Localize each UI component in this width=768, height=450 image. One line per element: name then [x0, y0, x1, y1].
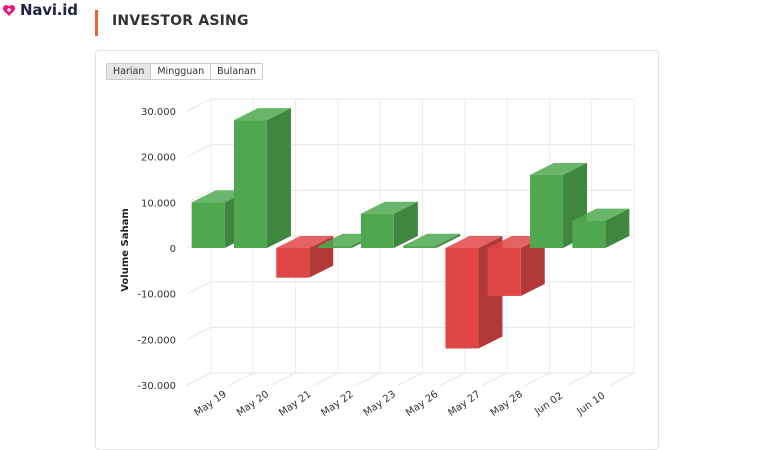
- y-tick-label: 30.000: [141, 107, 176, 118]
- x-tick-label: May 19: [193, 389, 229, 419]
- bar-front: [191, 202, 225, 248]
- grid-floor-line: [482, 372, 508, 386]
- bar-may-20: [233, 108, 291, 248]
- tab-mingguan[interactable]: Mingguan: [151, 64, 212, 79]
- title-accent-bar: [95, 10, 98, 36]
- brand-name: Navi.id: [20, 1, 78, 19]
- x-tick-label: Jun 10: [575, 390, 608, 418]
- x-tick-label: May 27: [446, 389, 482, 419]
- grid-floor-line: [186, 372, 212, 386]
- bar-side: [393, 201, 418, 248]
- grid-floor-line: [525, 372, 550, 386]
- bar-top: [530, 162, 588, 175]
- grid-floor-line: [567, 372, 592, 386]
- bar-top: [572, 208, 630, 221]
- grid-floor-line: [186, 281, 212, 295]
- bar-side: [605, 208, 630, 248]
- tab-bulanan[interactable]: Bulanan: [211, 64, 263, 79]
- period-tabs: Harian Mingguan Bulanan: [106, 63, 264, 80]
- bar-top: [403, 233, 461, 246]
- grid-floor-line: [313, 372, 339, 386]
- bar-top: [276, 236, 334, 248]
- bar-side: [520, 236, 545, 296]
- grid-floor-line: [186, 326, 212, 340]
- bar-may-21: [276, 236, 334, 278]
- bar-front: [445, 248, 479, 349]
- x-tick-label: May 28: [489, 389, 525, 419]
- grid-floor-line: [271, 372, 296, 386]
- bar-front: [572, 220, 606, 248]
- y-tick-label: 10.000: [141, 198, 176, 209]
- y-axis-label: Volume Saham: [120, 208, 131, 292]
- bar-front: [360, 213, 394, 248]
- y-tick-label: -20.000: [137, 335, 176, 346]
- chart-bars: [191, 108, 630, 349]
- brand-logo[interactable]: Navi.id: [2, 1, 78, 19]
- bar-front: [403, 245, 437, 248]
- y-tick-label: 0: [170, 244, 176, 255]
- grid-floor-line: [186, 98, 212, 112]
- bar-top: [233, 108, 291, 121]
- bar-side: [436, 233, 461, 248]
- x-tick-label: May 26: [404, 389, 440, 419]
- grid-floor-line: [355, 372, 381, 386]
- page-title: INVESTOR ASING: [112, 13, 249, 29]
- grid-floor-line: [186, 189, 212, 203]
- y-tick-label: 20.000: [141, 153, 176, 164]
- y-tick-label: -30.000: [137, 381, 176, 392]
- x-tick-label: May 20: [235, 389, 271, 419]
- x-tick-label: May 21: [277, 389, 313, 419]
- grid-floor-line: [609, 372, 635, 386]
- bar-jun-10: [572, 208, 630, 248]
- x-axis-ticks: May 19 May 20 May 21 May 22 May 23 May 26 May …: [193, 389, 608, 419]
- y-tick-label: -10.000: [137, 290, 176, 301]
- chart-card: [95, 50, 659, 450]
- grid-floor-line: [186, 144, 212, 158]
- grid-floor-line: [398, 372, 423, 386]
- bar-may-28: [487, 236, 545, 296]
- bar-front: [276, 248, 310, 278]
- navi-logo-icon: [2, 5, 16, 16]
- bar-top: [360, 201, 418, 214]
- x-tick-label: Jun 02: [532, 390, 565, 418]
- grid-floor-line: [440, 372, 466, 386]
- bar-front: [233, 120, 267, 248]
- grid-floor-line: [229, 372, 254, 386]
- bar-front: [318, 245, 352, 248]
- x-tick-label: May 22: [319, 389, 355, 419]
- bar-may-23: [360, 201, 418, 248]
- x-tick-label: May 23: [362, 389, 398, 419]
- y-axis-ticks: 30.000 20.000 10.000 0 -10.000 -20.000 -30.000: [137, 107, 176, 392]
- bar-side: [266, 108, 291, 248]
- bar-may-26: [403, 233, 461, 248]
- bar-top: [445, 236, 503, 248]
- bar-front: [487, 248, 521, 296]
- tab-harian[interactable]: Harian: [107, 64, 152, 79]
- bar-front: [530, 174, 564, 248]
- foreign-investor-chart: 30.000 20.000 10.000 0 -10.000 -20.000 -30.000…: [120, 98, 635, 419]
